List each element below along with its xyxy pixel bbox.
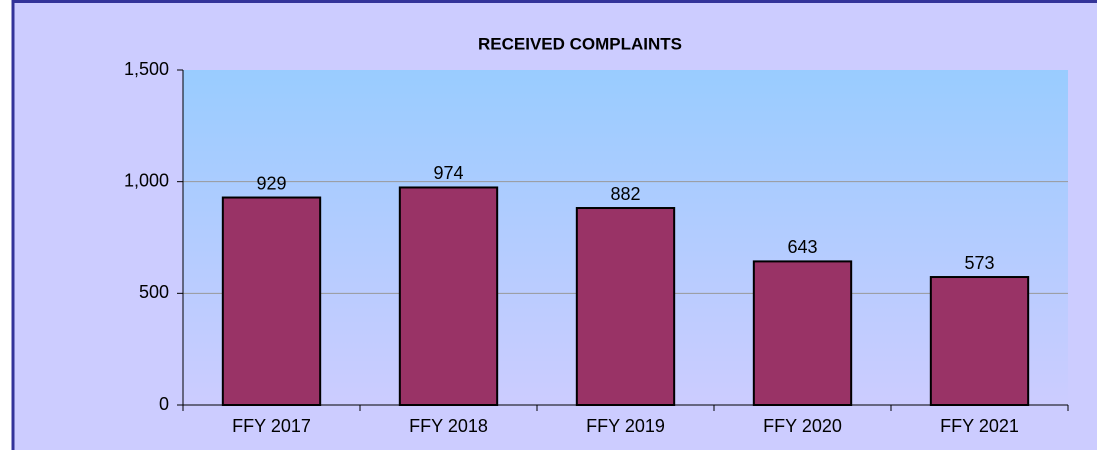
data-label: 643 [787,237,817,257]
x-tick-label: FFY 2019 [586,416,665,436]
x-tick-label: FFY 2018 [409,416,488,436]
x-tick-label: FFY 2017 [232,416,311,436]
data-label: 929 [256,173,286,193]
y-tick-label: 500 [139,282,169,302]
data-label: 882 [610,184,640,204]
y-tick-label: 0 [159,394,169,414]
x-tick-label: FFY 2020 [763,416,842,436]
data-label: 974 [433,163,463,183]
bar [221,196,322,406]
chart-title: RECEIVED COMPLAINTS [478,34,682,53]
data-label: 573 [964,253,994,273]
y-tick-label: 1,000 [124,170,169,190]
x-tick-label: FFY 2021 [940,416,1019,436]
bar [929,276,1030,406]
bar [575,207,676,406]
bar [398,186,499,406]
bar [752,260,853,406]
y-tick-label: 1,500 [124,59,169,79]
